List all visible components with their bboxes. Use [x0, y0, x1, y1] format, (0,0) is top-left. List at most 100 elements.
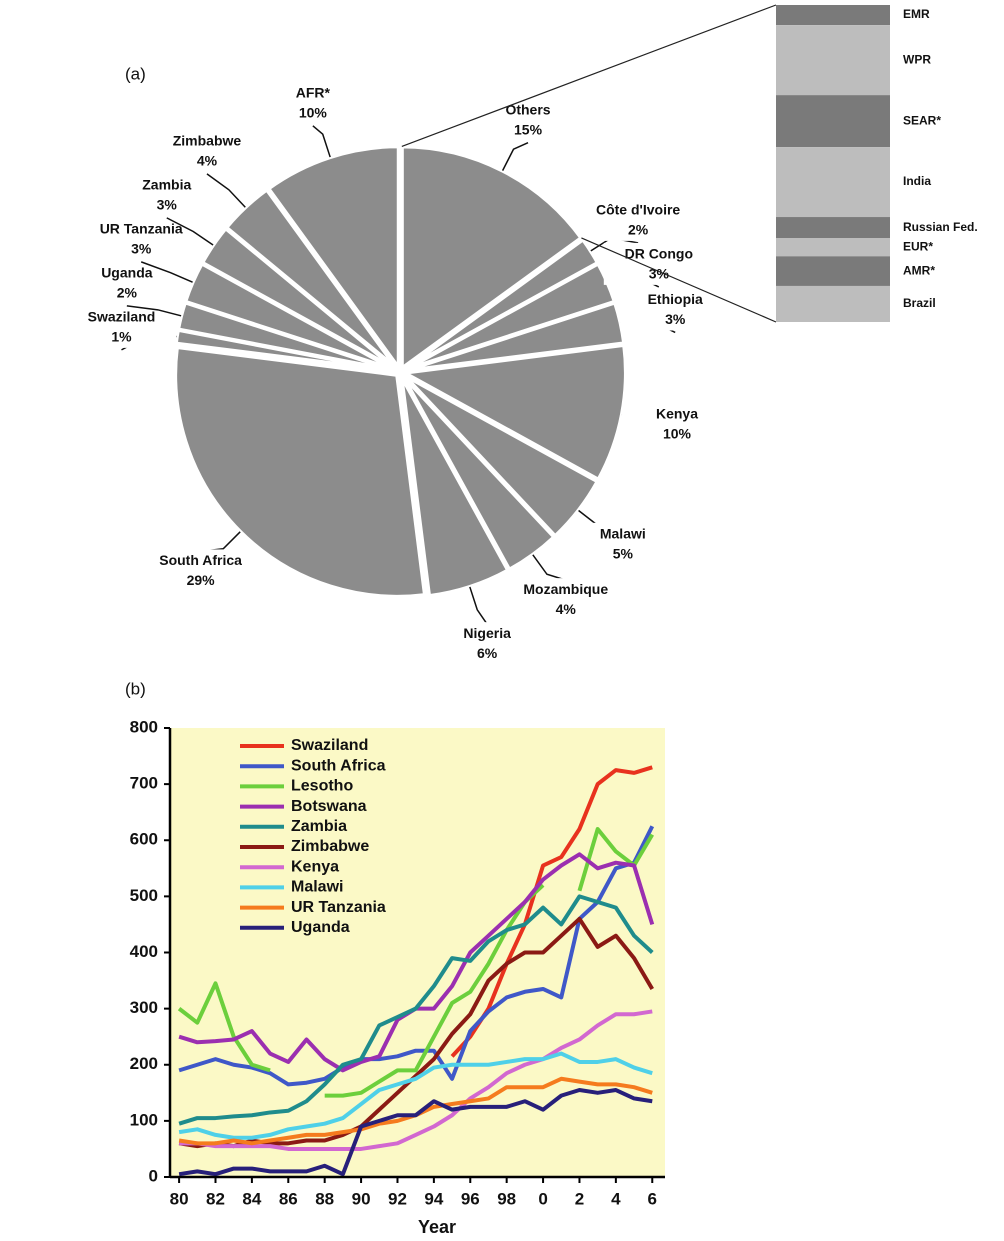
- x-tick-label: 80: [170, 1189, 189, 1208]
- series-line: [178, 825, 655, 1087]
- label-bg: [111, 173, 222, 216]
- slice-label: Nigeria: [463, 625, 511, 641]
- slice-value: 3%: [131, 241, 152, 257]
- slice-value: 6%: [477, 645, 498, 661]
- x-tick-label: 82: [206, 1189, 225, 1208]
- legend-label: Uganda: [291, 919, 350, 936]
- slice-label: Mozambique: [523, 581, 608, 597]
- slice-value: 15%: [514, 121, 543, 137]
- plot-area: [170, 728, 665, 1177]
- slice-label: Uganda: [101, 265, 153, 281]
- slice-value: 4%: [197, 153, 218, 169]
- slice-value: 5%: [613, 546, 634, 562]
- slice-value: 3%: [665, 311, 686, 327]
- label-bg: [620, 288, 731, 331]
- breakdown-label: SEAR*: [903, 113, 941, 127]
- breakdown-label: Brazil: [903, 296, 936, 310]
- leader-line: [312, 125, 331, 158]
- series-line: [178, 894, 654, 1126]
- label-bg: [66, 305, 177, 348]
- legend-label: Swaziland: [291, 737, 368, 754]
- x-tick-label: 84: [242, 1189, 261, 1208]
- slice-value: 4%: [556, 601, 577, 617]
- label-bg: [257, 81, 368, 124]
- x-tick-label: 0: [538, 1189, 547, 1208]
- slice-label: Ethiopia: [648, 291, 703, 307]
- leader-line: [166, 217, 214, 246]
- label-bg: [432, 622, 543, 665]
- breakdown-segment: [776, 285, 890, 322]
- breakdown-label: EUR*: [903, 239, 933, 253]
- slice-value: 2%: [117, 285, 138, 301]
- pie-slice: [399, 374, 511, 599]
- leader-line: [200, 531, 241, 553]
- slice-label: Zambia: [142, 177, 191, 193]
- legend-label: Botswana: [291, 798, 367, 815]
- leader-line: [206, 173, 246, 208]
- series-line: [178, 1051, 653, 1140]
- y-tick-label: 0: [149, 1166, 158, 1185]
- slice-value: 2%: [628, 222, 649, 238]
- label-bg: [622, 402, 733, 445]
- slice-label: UR Tanzania: [100, 221, 183, 237]
- y-tick-label: 100: [130, 1110, 158, 1129]
- x-tick-label: 2: [575, 1189, 584, 1208]
- y-tick-label: 800: [130, 717, 158, 736]
- slice-value: 10%: [299, 105, 328, 121]
- label-bg: [473, 98, 584, 141]
- x-tick-label: 96: [461, 1189, 480, 1208]
- slice-value: 3%: [157, 197, 178, 213]
- legend-label: Zimbabwe: [291, 838, 369, 855]
- legend-label: South Africa: [291, 757, 386, 774]
- slice-label: Zimbabwe: [173, 133, 242, 149]
- breakdown-segment: [776, 25, 890, 96]
- series-line: [178, 1088, 653, 1177]
- label-bg: [567, 522, 678, 565]
- slice-label: Malawi: [600, 526, 646, 542]
- breakdown-label: Russian Fed.: [903, 220, 978, 234]
- y-tick-label: 600: [130, 830, 158, 849]
- legend-label: UR Tanzania: [291, 899, 386, 916]
- x-tick-label: 90: [352, 1189, 371, 1208]
- connector: [581, 237, 777, 323]
- y-tick-label: 300: [130, 998, 158, 1017]
- x-tick-label: 6: [648, 1189, 657, 1208]
- leader-line: [126, 305, 182, 317]
- x-tick-label: 94: [424, 1189, 443, 1208]
- slice-value: 10%: [663, 426, 692, 442]
- leader-line: [532, 554, 566, 581]
- leader-line: [140, 261, 193, 283]
- x-tick-label: 88: [315, 1189, 334, 1208]
- legend-label: Lesotho: [291, 778, 353, 795]
- panel-label: (b): [125, 679, 146, 698]
- x-tick-label: 92: [388, 1189, 407, 1208]
- slice-label: Côte d'Ivoire: [596, 202, 680, 218]
- slice-label: DR Congo: [625, 246, 693, 262]
- slice-label: AFR*: [296, 85, 331, 101]
- x-tick-label: 86: [279, 1189, 298, 1208]
- x-tick-label: 98: [497, 1189, 516, 1208]
- breakdown-segment: [776, 238, 890, 257]
- legend-label: Kenya: [291, 858, 339, 875]
- panel-label: (a): [125, 64, 146, 83]
- y-tick-label: 400: [130, 942, 158, 961]
- breakdown-label: EMR: [903, 7, 930, 21]
- pie-slice: [265, 144, 401, 375]
- label-bg: [86, 217, 197, 260]
- y-tick-label: 200: [130, 1054, 158, 1073]
- breakdown-segment: [776, 147, 890, 218]
- label-bg: [510, 578, 621, 621]
- legend-label: Malawi: [291, 879, 343, 896]
- slice-label: South Africa: [159, 552, 242, 568]
- connector: [401, 4, 777, 147]
- slice-label: Kenya: [656, 406, 698, 422]
- breakdown-label: India: [903, 174, 931, 188]
- leader-line: [501, 142, 529, 171]
- label-bg: [71, 261, 182, 304]
- label-bg: [603, 242, 714, 285]
- series-line: [179, 1009, 653, 1151]
- slice-value: 1%: [111, 329, 132, 345]
- x-axis-title: Year: [418, 1217, 456, 1237]
- slice-label: Others: [505, 101, 550, 117]
